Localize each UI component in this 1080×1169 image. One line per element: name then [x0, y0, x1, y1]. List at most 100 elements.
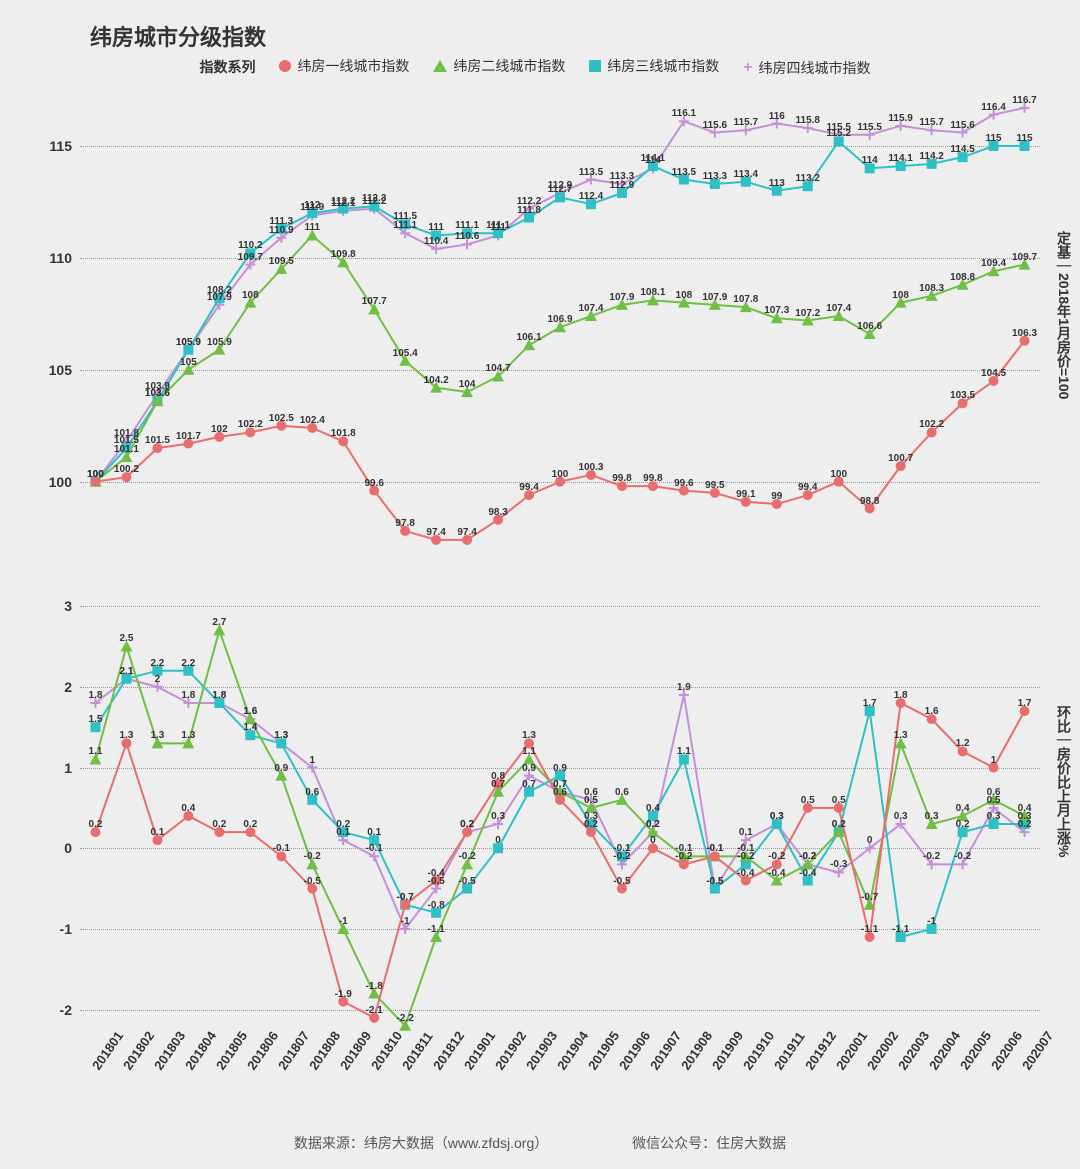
data-point — [958, 827, 968, 837]
data-point — [772, 819, 782, 829]
data-point — [183, 666, 193, 676]
data-point — [927, 159, 937, 169]
data-point — [338, 436, 348, 446]
y-tick: 1 — [64, 760, 80, 776]
series-line — [95, 703, 1024, 1018]
legend-text: 纬房四线城市指数 — [758, 58, 870, 78]
data-point — [616, 794, 628, 805]
y-tick: 105 — [49, 362, 80, 378]
legend-label: 指数系列 — [200, 59, 256, 75]
data-point — [710, 128, 720, 138]
data-point — [648, 843, 658, 853]
y-tick: 100 — [49, 474, 80, 490]
data-point — [989, 110, 999, 120]
data-point — [834, 477, 844, 487]
data-point — [834, 136, 844, 146]
data-point — [90, 477, 100, 487]
data-point — [772, 859, 782, 869]
data-point — [772, 186, 782, 196]
legend-item-tier2: 纬房二线城市指数 — [433, 56, 565, 76]
data-point — [400, 900, 410, 910]
data-point — [803, 876, 813, 886]
data-point — [865, 163, 875, 173]
data-point — [89, 753, 101, 764]
data-point — [586, 827, 596, 837]
data-point — [213, 344, 225, 355]
data-point — [152, 835, 162, 845]
data-point — [430, 931, 442, 942]
data-point — [400, 219, 410, 229]
data-point — [183, 811, 193, 821]
data-point — [927, 924, 937, 934]
data-point — [213, 624, 225, 635]
data-point — [679, 175, 689, 185]
data-point — [958, 398, 968, 408]
data-point — [1020, 706, 1030, 716]
y-tick: -2 — [60, 1002, 80, 1018]
data-point — [710, 179, 720, 189]
footer-source: 数据来源：纬房大数据（www.zfdsj.org） — [294, 1135, 548, 1151]
data-point — [493, 228, 503, 238]
data-point — [152, 682, 162, 692]
data-point — [586, 175, 596, 185]
data-point — [493, 779, 503, 789]
data-point — [276, 738, 286, 748]
data-point — [834, 803, 844, 813]
data-point — [121, 472, 131, 482]
data-point — [368, 988, 380, 999]
series-line — [95, 341, 1024, 540]
data-point — [493, 515, 503, 525]
data-point — [306, 229, 318, 240]
series-line — [95, 108, 1024, 482]
y-tick: -1 — [60, 921, 80, 937]
data-point — [927, 125, 937, 135]
triangle-icon — [433, 60, 447, 72]
data-point — [276, 224, 286, 234]
data-point — [679, 690, 689, 700]
data-point — [369, 201, 379, 211]
data-point — [214, 432, 224, 442]
data-point — [741, 876, 751, 886]
data-point — [957, 279, 969, 290]
data-point — [152, 443, 162, 453]
y-tick: 3 — [64, 598, 80, 614]
data-point — [1020, 103, 1030, 113]
y-axis-right-label-top: 定基｜2018年1月房价=100 — [1054, 231, 1074, 399]
data-point — [431, 244, 441, 254]
data-point — [865, 932, 875, 942]
data-point — [989, 763, 999, 773]
data-point — [400, 526, 410, 536]
data-point — [431, 535, 441, 545]
data-point — [989, 141, 999, 151]
legend-text: 纬房三线城市指数 — [607, 56, 719, 76]
data-point — [183, 698, 193, 708]
data-point — [741, 497, 751, 507]
data-point — [958, 152, 968, 162]
y-tick: 2 — [64, 679, 80, 695]
data-point — [462, 535, 472, 545]
data-point — [927, 714, 937, 724]
data-point — [1019, 259, 1031, 270]
legend-item-tier4: + 纬房四线城市指数 — [743, 58, 870, 78]
data-point — [958, 746, 968, 756]
data-point — [679, 754, 689, 764]
data-point — [555, 477, 565, 487]
series-line — [95, 235, 1024, 481]
legend-text: 纬房一线城市指数 — [297, 56, 409, 76]
data-point — [245, 427, 255, 437]
chart-footer: 数据来源：纬房大数据（www.zfdsj.org） 微信公众号：住房大数据 — [0, 1133, 1080, 1153]
data-point — [865, 130, 875, 140]
data-point — [648, 481, 658, 491]
chart-bottom: -2-101231.82.121.81.81.61.310.1-0.1-1-0.… — [80, 590, 1040, 1050]
data-point — [679, 486, 689, 496]
data-point — [679, 859, 689, 869]
data-point — [741, 835, 751, 845]
data-point — [90, 722, 100, 732]
data-point — [833, 310, 845, 321]
data-point — [275, 770, 287, 781]
data-point — [586, 199, 596, 209]
square-icon — [589, 60, 601, 72]
data-point — [182, 364, 194, 375]
y-tick: 115 — [49, 138, 80, 154]
footer-wechat: 微信公众号：住房大数据 — [632, 1135, 786, 1151]
